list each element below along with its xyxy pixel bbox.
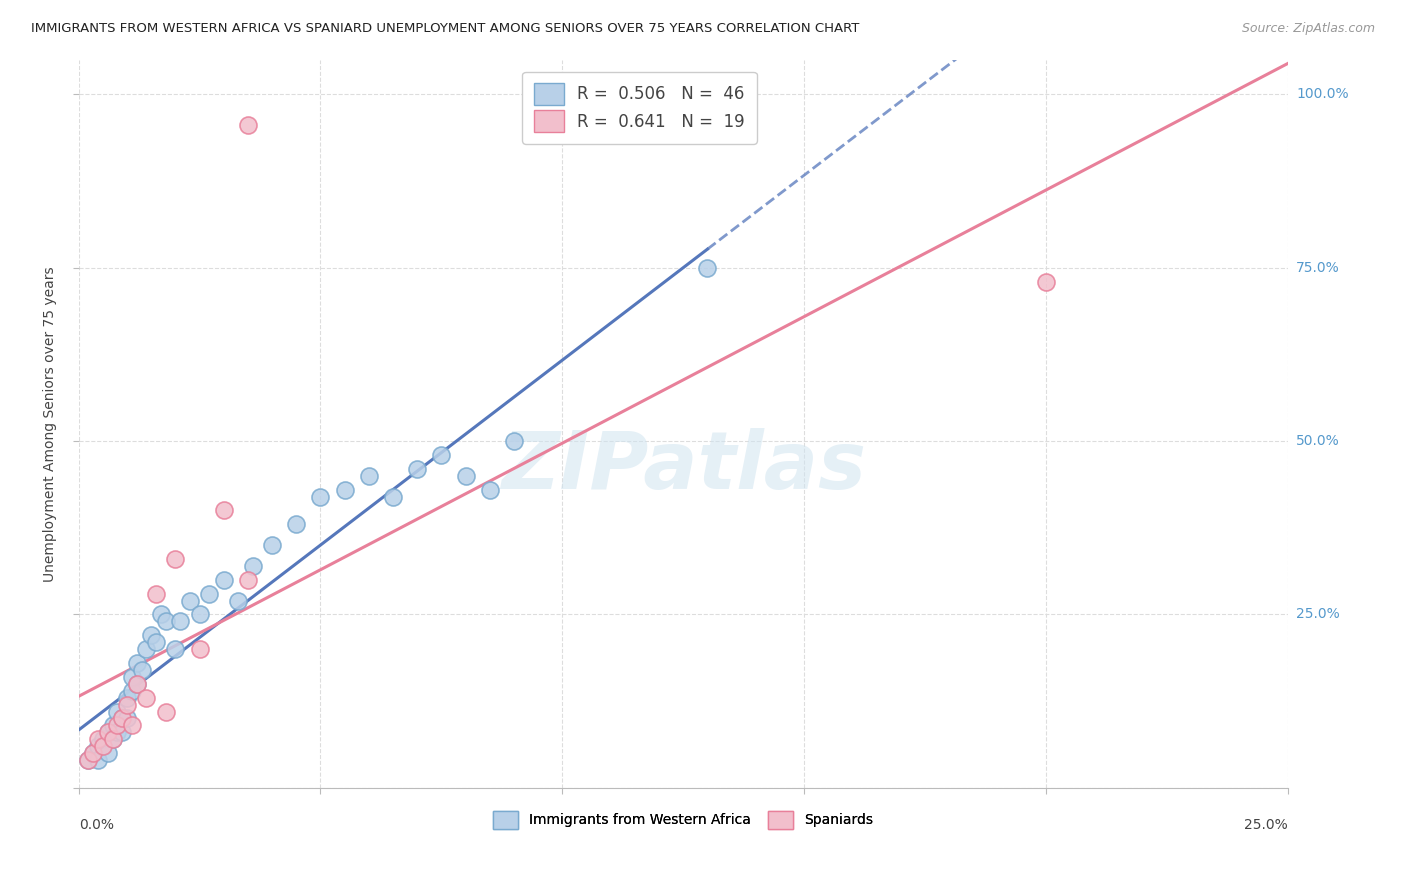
Text: ZIPatlas: ZIPatlas (501, 428, 866, 507)
Point (165, 552, 187, 566)
Point (115, 698, 138, 712)
Point (87, 753, 110, 767)
Point (82, 746, 104, 760)
Point (97, 746, 120, 760)
Point (696, 260, 718, 275)
Text: IMMIGRANTS FROM WESTERN AFRICA VS SPANIARD UNEMPLOYMENT AMONG SENIORS OVER 75 YE: IMMIGRANTS FROM WESTERN AFRICA VS SPANIA… (31, 22, 859, 36)
Point (91, 739, 114, 754)
Point (149, 607, 172, 622)
Point (121, 718, 143, 732)
Point (87, 732, 110, 747)
Point (125, 677, 148, 691)
Point (165, 642, 187, 657)
Point (101, 732, 124, 747)
Point (105, 705, 128, 719)
Text: 25.0%: 25.0% (1296, 607, 1340, 622)
Text: 0.0%: 0.0% (79, 818, 114, 832)
Point (121, 683, 143, 698)
Point (285, 517, 308, 532)
Point (198, 587, 221, 601)
Point (111, 711, 134, 725)
Point (111, 725, 134, 739)
Legend: Immigrants from Western Africa, Spaniards: Immigrants from Western Africa, Spaniard… (486, 804, 880, 836)
Point (212, 573, 235, 587)
Point (262, 538, 284, 552)
Text: 25.0%: 25.0% (1244, 818, 1288, 832)
Point (406, 462, 429, 476)
Text: Source: ZipAtlas.com: Source: ZipAtlas.com (1241, 22, 1375, 36)
Point (91, 739, 114, 754)
Point (145, 635, 167, 649)
Point (135, 690, 157, 705)
Point (125, 656, 148, 670)
Point (188, 607, 211, 622)
Point (77, 753, 100, 767)
Point (131, 663, 153, 677)
Y-axis label: Unemployment Among Seniors over 75 years: Unemployment Among Seniors over 75 years (44, 266, 58, 582)
Text: 100.0%: 100.0% (1296, 87, 1348, 102)
Point (1035, 275, 1057, 289)
Point (155, 705, 177, 719)
Point (503, 434, 526, 448)
Point (309, 490, 332, 504)
Point (430, 448, 453, 462)
Point (169, 615, 191, 629)
Point (454, 468, 477, 483)
Point (111, 711, 134, 725)
Point (141, 628, 163, 642)
Point (236, 573, 259, 587)
Point (97, 725, 120, 739)
Point (155, 615, 177, 629)
Point (357, 468, 380, 483)
Point (101, 732, 124, 747)
Point (226, 593, 249, 607)
Point (145, 587, 167, 601)
Point (77, 753, 100, 767)
Point (236, 119, 259, 133)
Point (212, 503, 235, 517)
Text: 50.0%: 50.0% (1296, 434, 1340, 448)
Point (478, 483, 501, 497)
Point (115, 711, 138, 725)
Point (82, 746, 104, 760)
Point (115, 690, 138, 705)
Point (121, 670, 143, 684)
Point (125, 677, 148, 691)
Point (97, 725, 120, 739)
Point (382, 490, 405, 504)
Point (101, 718, 124, 732)
Point (87, 739, 110, 754)
Point (242, 558, 264, 573)
Point (179, 593, 201, 607)
Text: 75.0%: 75.0% (1296, 260, 1340, 275)
Point (105, 725, 128, 739)
Point (188, 642, 211, 657)
Point (91, 732, 114, 747)
Point (333, 483, 356, 497)
Point (105, 718, 128, 732)
Point (135, 642, 157, 657)
